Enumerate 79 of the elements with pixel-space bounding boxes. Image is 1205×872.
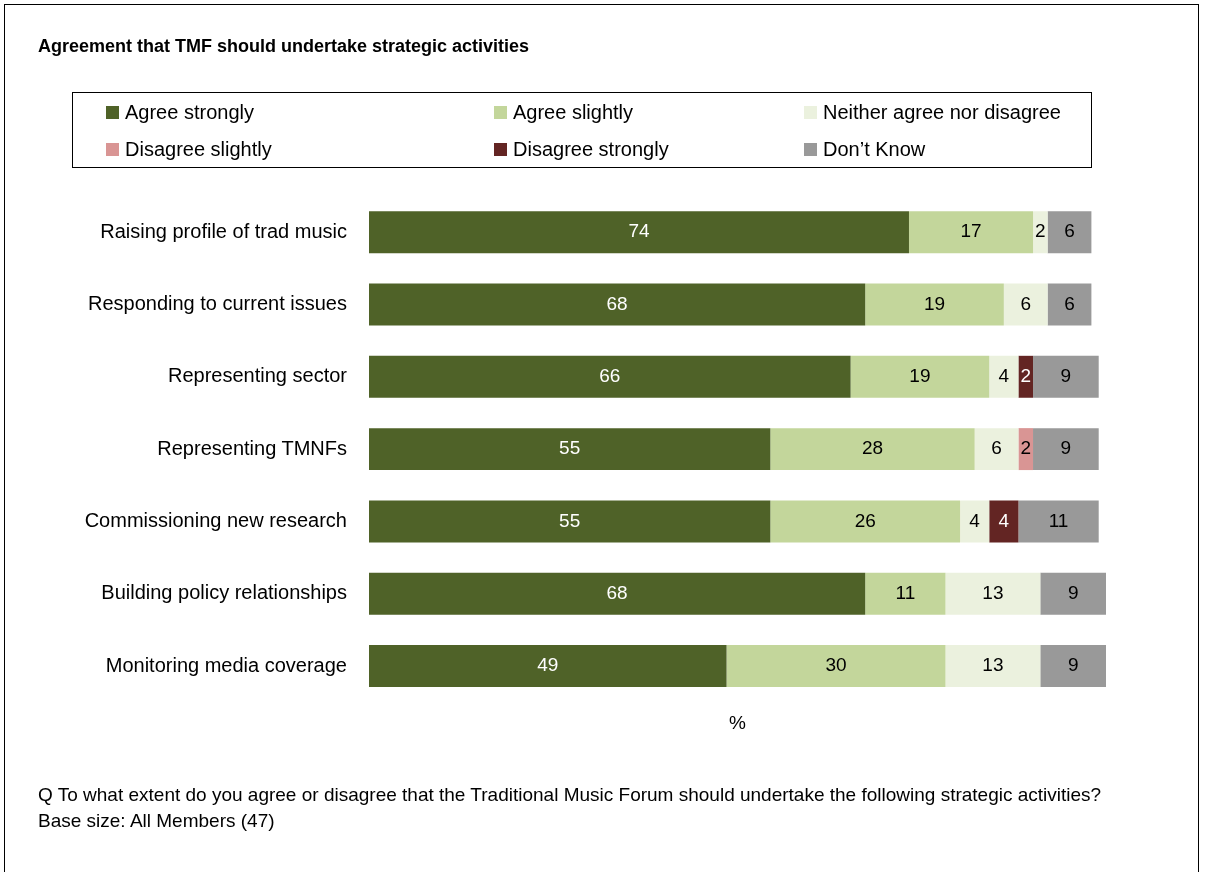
data-label: 9	[1067, 654, 1079, 676]
data-label: 17	[960, 220, 982, 242]
data-label: 68	[606, 292, 628, 314]
bar	[1018, 428, 1034, 471]
data-label: 9	[1067, 581, 1079, 603]
data-label: 19	[923, 292, 946, 314]
bar	[369, 500, 771, 543]
legend-label: Don’t Know	[823, 137, 926, 161]
legend-label: Agree slightly	[513, 100, 634, 124]
bar	[369, 355, 851, 398]
y-tick-label: Representing TMNFs	[157, 436, 347, 459]
data-label: 26	[854, 509, 876, 531]
data-label: 30	[825, 654, 847, 676]
chart-title: Agreement that TMF should undertake strategic activities	[38, 36, 530, 57]
bar	[1040, 572, 1106, 615]
data-label: 9	[1060, 437, 1072, 459]
bar	[1033, 428, 1099, 471]
bar	[945, 645, 1041, 688]
bar	[865, 572, 946, 615]
y-tick-label: Raising profile of trad music	[100, 219, 347, 242]
y-tick-label: Commissioning new research	[84, 508, 347, 531]
x-axis-title: %	[729, 711, 747, 733]
bar	[1033, 355, 1099, 398]
bar	[1047, 211, 1092, 254]
y-tick-label: Responding to current issues	[87, 291, 347, 314]
bar	[369, 283, 866, 326]
data-label: 19	[909, 365, 931, 387]
data-label: 9	[1060, 365, 1072, 387]
data-label: 66	[599, 365, 621, 387]
y-tick-label: Monitoring media coverage	[105, 653, 347, 676]
bar	[369, 211, 909, 254]
data-label: 28	[861, 437, 884, 459]
bar	[1018, 355, 1034, 398]
bar	[974, 428, 1019, 471]
legend-label: Agree strongly	[125, 100, 254, 124]
bar	[1047, 283, 1092, 326]
bar	[1003, 283, 1048, 326]
data-label: 6	[1064, 220, 1075, 242]
data-label: 6	[1064, 292, 1075, 314]
bar	[770, 500, 961, 543]
data-label: 2	[1035, 220, 1046, 242]
bar	[1040, 645, 1106, 688]
data-label: 4	[998, 365, 1010, 387]
legend-label: Disagree slightly	[125, 137, 272, 161]
data-label: 11	[1048, 509, 1069, 531]
bar	[1018, 500, 1099, 543]
y-tick-label: Building policy relationships	[101, 581, 347, 604]
data-label: 4	[998, 509, 1010, 531]
data-label: 68	[606, 581, 628, 603]
data-label: 4	[969, 509, 981, 531]
bar	[850, 355, 990, 398]
bar	[960, 500, 990, 543]
bar	[945, 572, 1041, 615]
bar	[726, 645, 946, 688]
bar	[908, 211, 1034, 254]
bar	[369, 428, 771, 471]
data-label: 2	[1020, 437, 1032, 459]
data-label: 2	[1020, 365, 1032, 387]
bar	[989, 355, 1019, 398]
data-label: 55	[559, 437, 581, 459]
bar	[369, 645, 727, 688]
data-label: 6	[991, 437, 1002, 459]
legend-label: Neither agree nor disagree	[823, 100, 1061, 124]
legend-label: Disagree strongly	[513, 137, 669, 161]
bar	[989, 500, 1019, 543]
bar	[369, 572, 866, 615]
data-label: 13	[982, 581, 1004, 603]
bar	[865, 283, 1004, 326]
text: Base size: All Members (47)	[38, 809, 276, 833]
data-label: 74	[628, 220, 650, 242]
data-label: 13	[982, 654, 1004, 676]
data-label: 49	[537, 654, 559, 676]
data-label: 11	[895, 581, 916, 603]
y-tick-label: Representing sector	[168, 364, 348, 387]
data-label: 55	[559, 509, 581, 531]
data-label: 6	[1020, 292, 1032, 314]
bar	[1033, 211, 1048, 254]
text: Q To what extent do you agree or disagree that the Traditional Music Forum should undertake the following strategic activities?	[38, 783, 1103, 807]
bar	[770, 428, 975, 471]
